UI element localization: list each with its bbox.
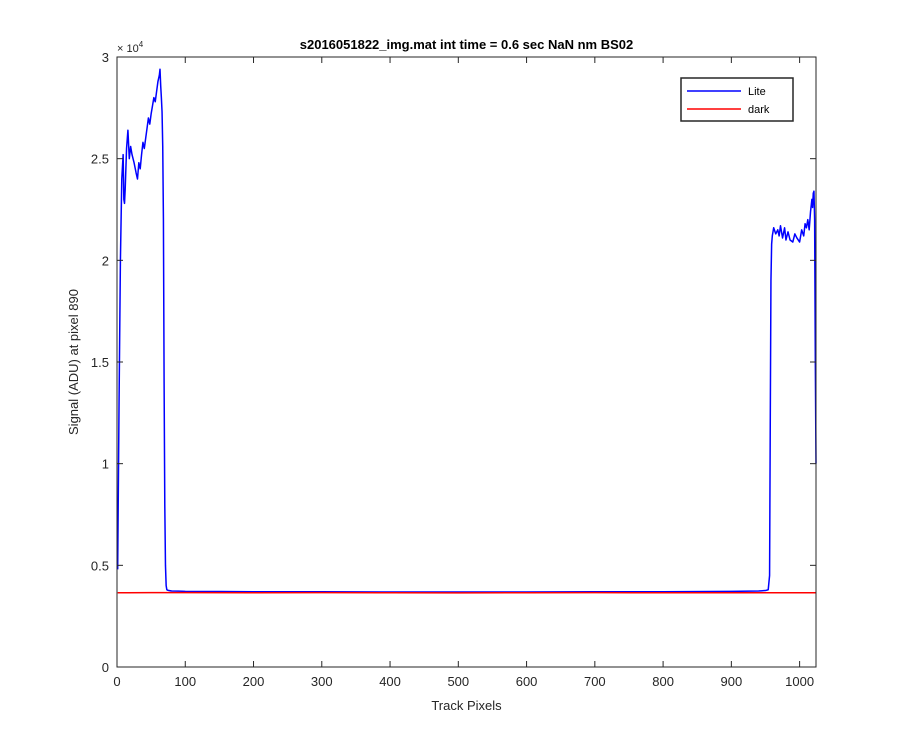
plot-area (117, 57, 816, 667)
y-tick-label: 2 (102, 253, 109, 268)
y-tick-label: 1 (102, 457, 109, 472)
series-layer (116, 68, 817, 594)
x-tick-label: 500 (447, 674, 469, 689)
x-tick-label: 100 (174, 674, 196, 689)
y-exponent-label: × 104 (117, 40, 144, 55)
x-tick-label: 1000 (785, 674, 814, 689)
x-tick-label: 700 (584, 674, 606, 689)
y-axis-label: Signal (ADU) at pixel 890 (66, 289, 81, 435)
y-tick-label: 0.5 (91, 558, 109, 573)
legend-box (680, 77, 794, 122)
legend-label-dark: dark (748, 104, 770, 116)
y-tick-label: 2.5 (91, 152, 109, 167)
x-tick-label: 600 (516, 674, 538, 689)
x-axis-label: Track Pixels (431, 698, 502, 713)
y-tick-label: 0 (102, 660, 109, 675)
series-line-lite (116, 68, 817, 593)
x-tick-label: 0 (113, 674, 120, 689)
legend-label-lite: Lite (748, 86, 766, 98)
plot-box (116, 56, 817, 668)
y-exponent-base: × 10 (117, 43, 139, 55)
x-tick-label: 300 (311, 674, 333, 689)
x-tick-label: 400 (379, 674, 401, 689)
legend: Lite dark (680, 77, 794, 122)
y-tick-label: 3 (102, 50, 109, 65)
chart-title: s2016051822_img.mat int time = 0.6 sec N… (300, 37, 634, 52)
x-tick-label: 200 (243, 674, 265, 689)
ticks-layer: 0 100 200 300 400 500 600 700 800 900 1000 0 0.5 1 1.5… (91, 50, 816, 689)
y-tick-label: 1.5 (91, 355, 109, 370)
y-exponent-power: 4 (139, 40, 144, 49)
x-tick-label: 900 (721, 674, 743, 689)
x-tick-label: 800 (652, 674, 674, 689)
